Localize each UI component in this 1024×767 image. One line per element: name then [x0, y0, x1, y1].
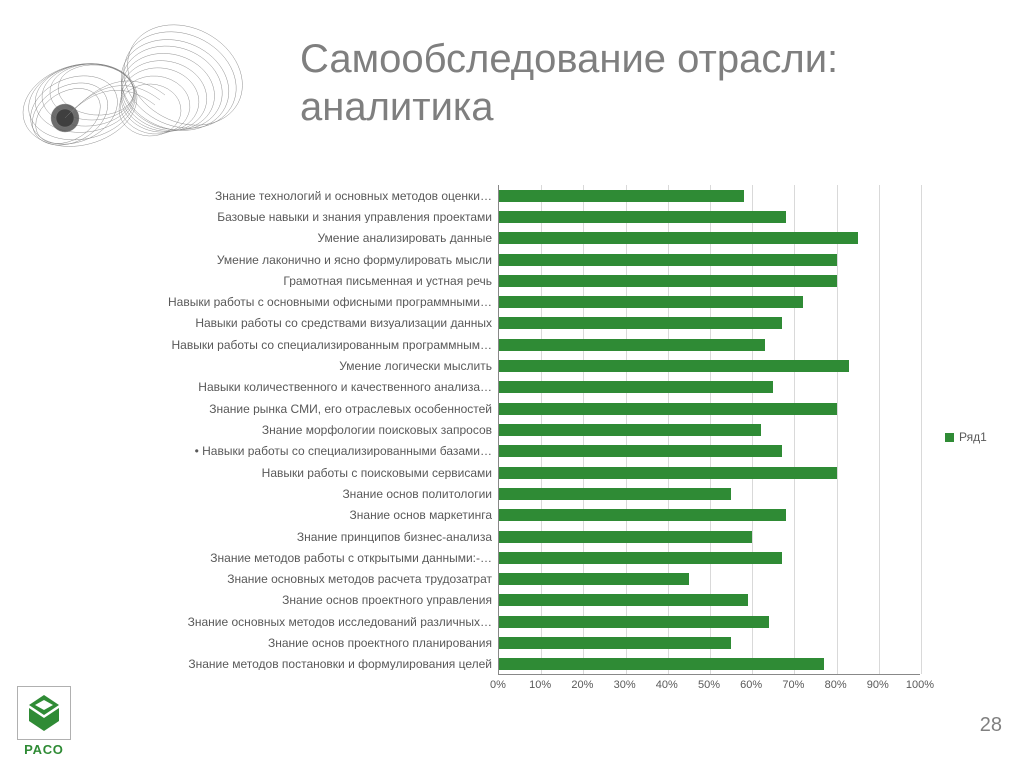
- bar: [499, 616, 769, 628]
- bar-label: Умение анализировать данные: [42, 232, 492, 244]
- logo-text: РАСО: [12, 742, 76, 757]
- bar: [499, 360, 849, 372]
- bar: [499, 573, 689, 585]
- bar-label: Грамотная письменная и устная речь: [42, 275, 492, 287]
- legend-label: Ряд1: [959, 430, 987, 444]
- bar: [499, 403, 837, 415]
- x-tick: 70%: [782, 679, 804, 691]
- bar: [499, 275, 837, 287]
- x-tick: 40%: [656, 679, 678, 691]
- bar-label: Знание основ политологии: [42, 488, 492, 500]
- x-tick: 20%: [571, 679, 593, 691]
- bar-label: Знание основных методов расчета трудозат…: [42, 573, 492, 585]
- bar-label: Знание рынка СМИ, его отраслевых особенн…: [42, 403, 492, 415]
- grid-line: [879, 185, 880, 674]
- logo-icon: [17, 686, 71, 740]
- bar-label: Навыки работы со специализированным прог…: [42, 339, 492, 351]
- plot-area: [498, 185, 920, 675]
- x-tick: 100%: [906, 679, 934, 691]
- bar-label: Навыки количественного и качественного а…: [42, 381, 492, 393]
- slide-title: Самообследование отрасли: аналитика: [300, 35, 980, 131]
- bar-label: Умение логически мыслить: [42, 360, 492, 372]
- bar: [499, 381, 773, 393]
- bar-label: Навыки работы со средствами визуализации…: [42, 317, 492, 329]
- x-tick: 90%: [867, 679, 889, 691]
- x-tick: 60%: [740, 679, 762, 691]
- bar-label: Знание основ маркетинга: [42, 509, 492, 521]
- decorative-swirl: [10, 10, 270, 180]
- x-tick: 10%: [529, 679, 551, 691]
- bar-label: Навыки работы с поисковыми сервисами: [42, 467, 492, 479]
- bar-label: Знание основных методов исследований раз…: [42, 616, 492, 628]
- bar-label: Знание методов постановки и формулирован…: [42, 658, 492, 670]
- bar-label: Знание принципов бизнес-анализа: [42, 531, 492, 543]
- y-labels: Знание технологий и основных методов оце…: [40, 185, 498, 675]
- bar: [499, 637, 731, 649]
- bar: [499, 232, 858, 244]
- bar: [499, 254, 837, 266]
- bar-label: • Навыки работы со специализированными б…: [42, 445, 492, 457]
- bar: [499, 467, 837, 479]
- bar: [499, 296, 803, 308]
- bar: [499, 317, 782, 329]
- bar-label: Знание основ проектного планирования: [42, 637, 492, 649]
- grid-line: [837, 185, 838, 674]
- x-axis: 0%10%20%30%40%50%60%70%80%90%100%: [498, 677, 920, 697]
- bar-label: Знание основ проектного управления: [42, 594, 492, 606]
- bar: [499, 509, 786, 521]
- x-tick: 80%: [825, 679, 847, 691]
- bar: [499, 445, 782, 457]
- bar: [499, 424, 761, 436]
- bar: [499, 658, 824, 670]
- bar: [499, 552, 782, 564]
- x-tick: 30%: [614, 679, 636, 691]
- grid-line: [921, 185, 922, 674]
- bar: [499, 531, 752, 543]
- bar: [499, 339, 765, 351]
- page-number: 28: [980, 714, 1002, 737]
- bar-label: Базовые навыки и знания управления проек…: [42, 211, 492, 223]
- legend: Ряд1: [945, 430, 987, 444]
- x-tick: 0%: [490, 679, 506, 691]
- bar: [499, 594, 748, 606]
- logo: РАСО: [12, 686, 76, 757]
- bar-label: Умение лаконично и ясно формулировать мы…: [42, 254, 492, 266]
- bar-label: Знание методов работы с открытыми данным…: [42, 552, 492, 564]
- legend-swatch: [945, 433, 954, 442]
- bar: [499, 190, 744, 202]
- bar-label: Навыки работы с основными офисными прогр…: [42, 296, 492, 308]
- chart: Знание технологий и основных методов оце…: [40, 185, 940, 705]
- bar: [499, 211, 786, 223]
- bar-label: Знание морфологии поисковых запросов: [42, 424, 492, 436]
- bar-label: Знание технологий и основных методов оце…: [42, 190, 492, 202]
- bar: [499, 488, 731, 500]
- x-tick: 50%: [698, 679, 720, 691]
